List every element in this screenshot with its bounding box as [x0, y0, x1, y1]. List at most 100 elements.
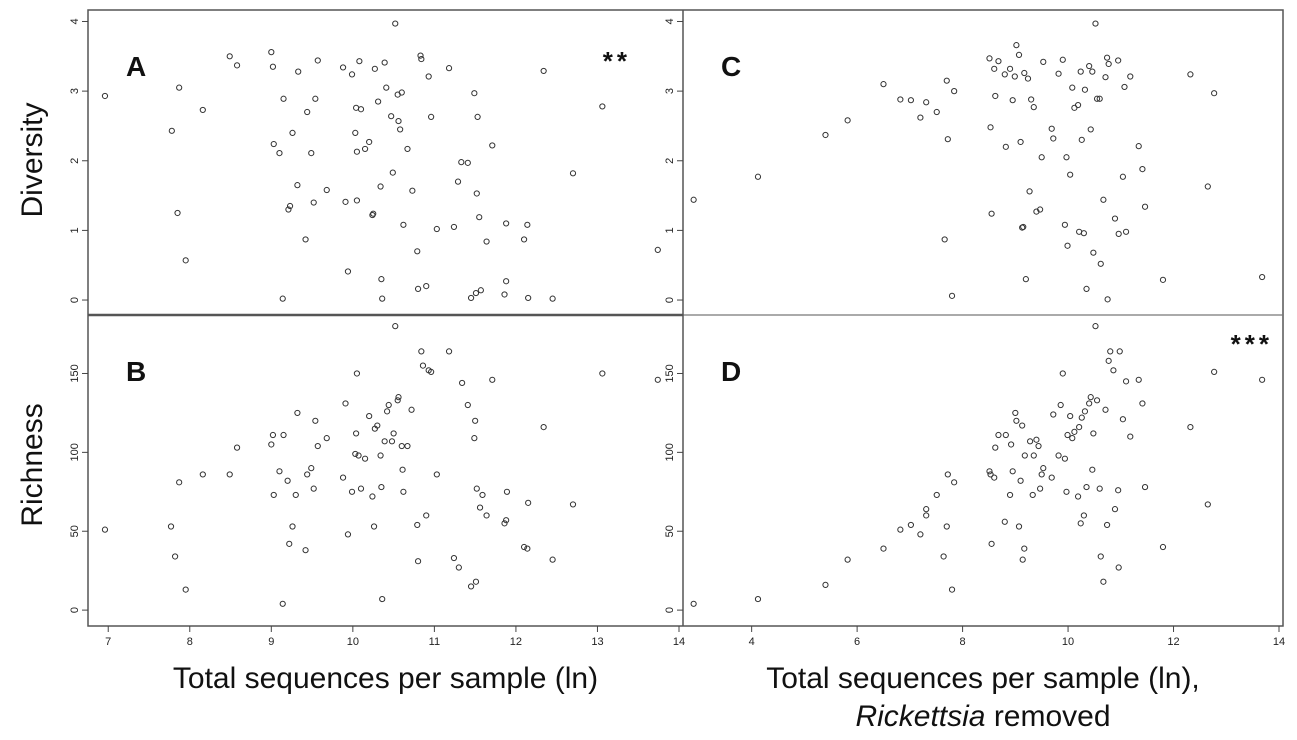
data-point	[353, 370, 361, 377]
data-point	[1006, 491, 1014, 499]
y-tick-label: 4	[664, 18, 676, 24]
panel-label-b: B	[126, 356, 146, 387]
data-point	[374, 422, 381, 429]
data-point	[1092, 323, 1099, 330]
data-point	[458, 159, 465, 166]
data-point	[1104, 296, 1111, 303]
data-point	[385, 401, 392, 409]
data-point	[540, 424, 547, 431]
data-point	[1030, 104, 1037, 111]
data-point	[483, 512, 490, 519]
data-point	[428, 113, 435, 120]
data-point	[269, 431, 277, 439]
data-point	[1071, 428, 1078, 435]
data-point	[395, 394, 402, 401]
x-tick-label: 12	[1167, 636, 1179, 648]
data-point	[269, 63, 277, 70]
data-point	[445, 348, 453, 355]
data-point	[344, 268, 352, 275]
data-point	[284, 477, 291, 484]
data-point	[1059, 56, 1066, 63]
data-point	[1024, 75, 1032, 82]
data-point	[987, 471, 994, 478]
data-point	[471, 90, 478, 97]
data-point	[285, 206, 292, 213]
data-point	[1077, 68, 1084, 75]
data-point	[381, 59, 388, 66]
data-point	[409, 187, 416, 194]
data-point	[414, 248, 421, 255]
data-point	[450, 223, 458, 231]
data-point	[503, 517, 510, 524]
data-point	[1020, 223, 1027, 231]
data-point	[1048, 474, 1055, 481]
data-point	[1115, 564, 1122, 571]
data-point	[176, 84, 183, 91]
data-point	[1187, 71, 1194, 78]
data-point	[400, 488, 407, 495]
data-point	[1081, 86, 1089, 93]
data-point	[1097, 260, 1104, 267]
data-point	[302, 547, 309, 554]
data-point	[390, 430, 397, 437]
data-point	[501, 520, 508, 527]
data-point	[1063, 154, 1070, 161]
data-point	[356, 58, 363, 65]
data-point	[1050, 135, 1057, 142]
data-point	[1021, 452, 1028, 459]
data-point	[1090, 430, 1097, 437]
data-point	[476, 504, 484, 511]
data-point	[398, 442, 405, 450]
data-point	[467, 583, 475, 590]
data-point	[1103, 54, 1111, 61]
data-point	[1017, 477, 1024, 484]
data-point	[294, 409, 301, 417]
data-point	[1096, 95, 1103, 102]
data-point	[1116, 348, 1123, 355]
y-axis-label-richness: Richness	[16, 403, 49, 526]
data-point	[1077, 520, 1084, 527]
x-axis-label-right-line1: Total sequences per sample (ln),	[766, 662, 1200, 695]
data-point	[948, 292, 956, 299]
x-axis-label-left-text: Total sequences per sample (ln)	[172, 662, 599, 695]
data-point	[473, 190, 480, 197]
data-point	[375, 98, 382, 105]
data-point	[489, 142, 496, 149]
data-point	[464, 159, 471, 166]
data-point	[289, 523, 296, 530]
data-point	[1078, 414, 1085, 421]
data-point	[1064, 242, 1071, 249]
y-tick-label: 0	[69, 297, 81, 303]
data-point	[408, 406, 415, 413]
data-point	[1069, 435, 1076, 442]
data-point	[381, 438, 388, 445]
data-point	[425, 73, 432, 80]
data-point	[923, 99, 930, 106]
data-point	[1011, 73, 1018, 80]
data-point	[286, 540, 293, 547]
data-point	[472, 289, 480, 297]
data-point	[503, 220, 510, 227]
data-point	[1122, 228, 1130, 235]
data-point	[1187, 424, 1194, 431]
data-point	[917, 531, 924, 538]
data-point	[1102, 74, 1109, 81]
data-point	[276, 149, 283, 157]
data-point	[1080, 230, 1087, 237]
y-tick-label: 2	[664, 158, 676, 164]
data-point	[1115, 230, 1122, 237]
x-tick-label: 9	[268, 636, 274, 648]
y-tick-label: 2	[69, 158, 81, 164]
data-point	[991, 65, 998, 72]
y-tick-label: 150	[664, 364, 676, 382]
data-point	[599, 103, 606, 110]
data-point	[377, 452, 384, 459]
data-point	[1083, 483, 1090, 491]
data-point	[352, 450, 359, 458]
data-point	[355, 452, 362, 459]
data-point	[308, 149, 315, 157]
data-point	[279, 295, 286, 302]
data-point	[1211, 368, 1218, 376]
data-point	[1017, 138, 1024, 146]
y-tick-label: 150	[69, 364, 81, 382]
